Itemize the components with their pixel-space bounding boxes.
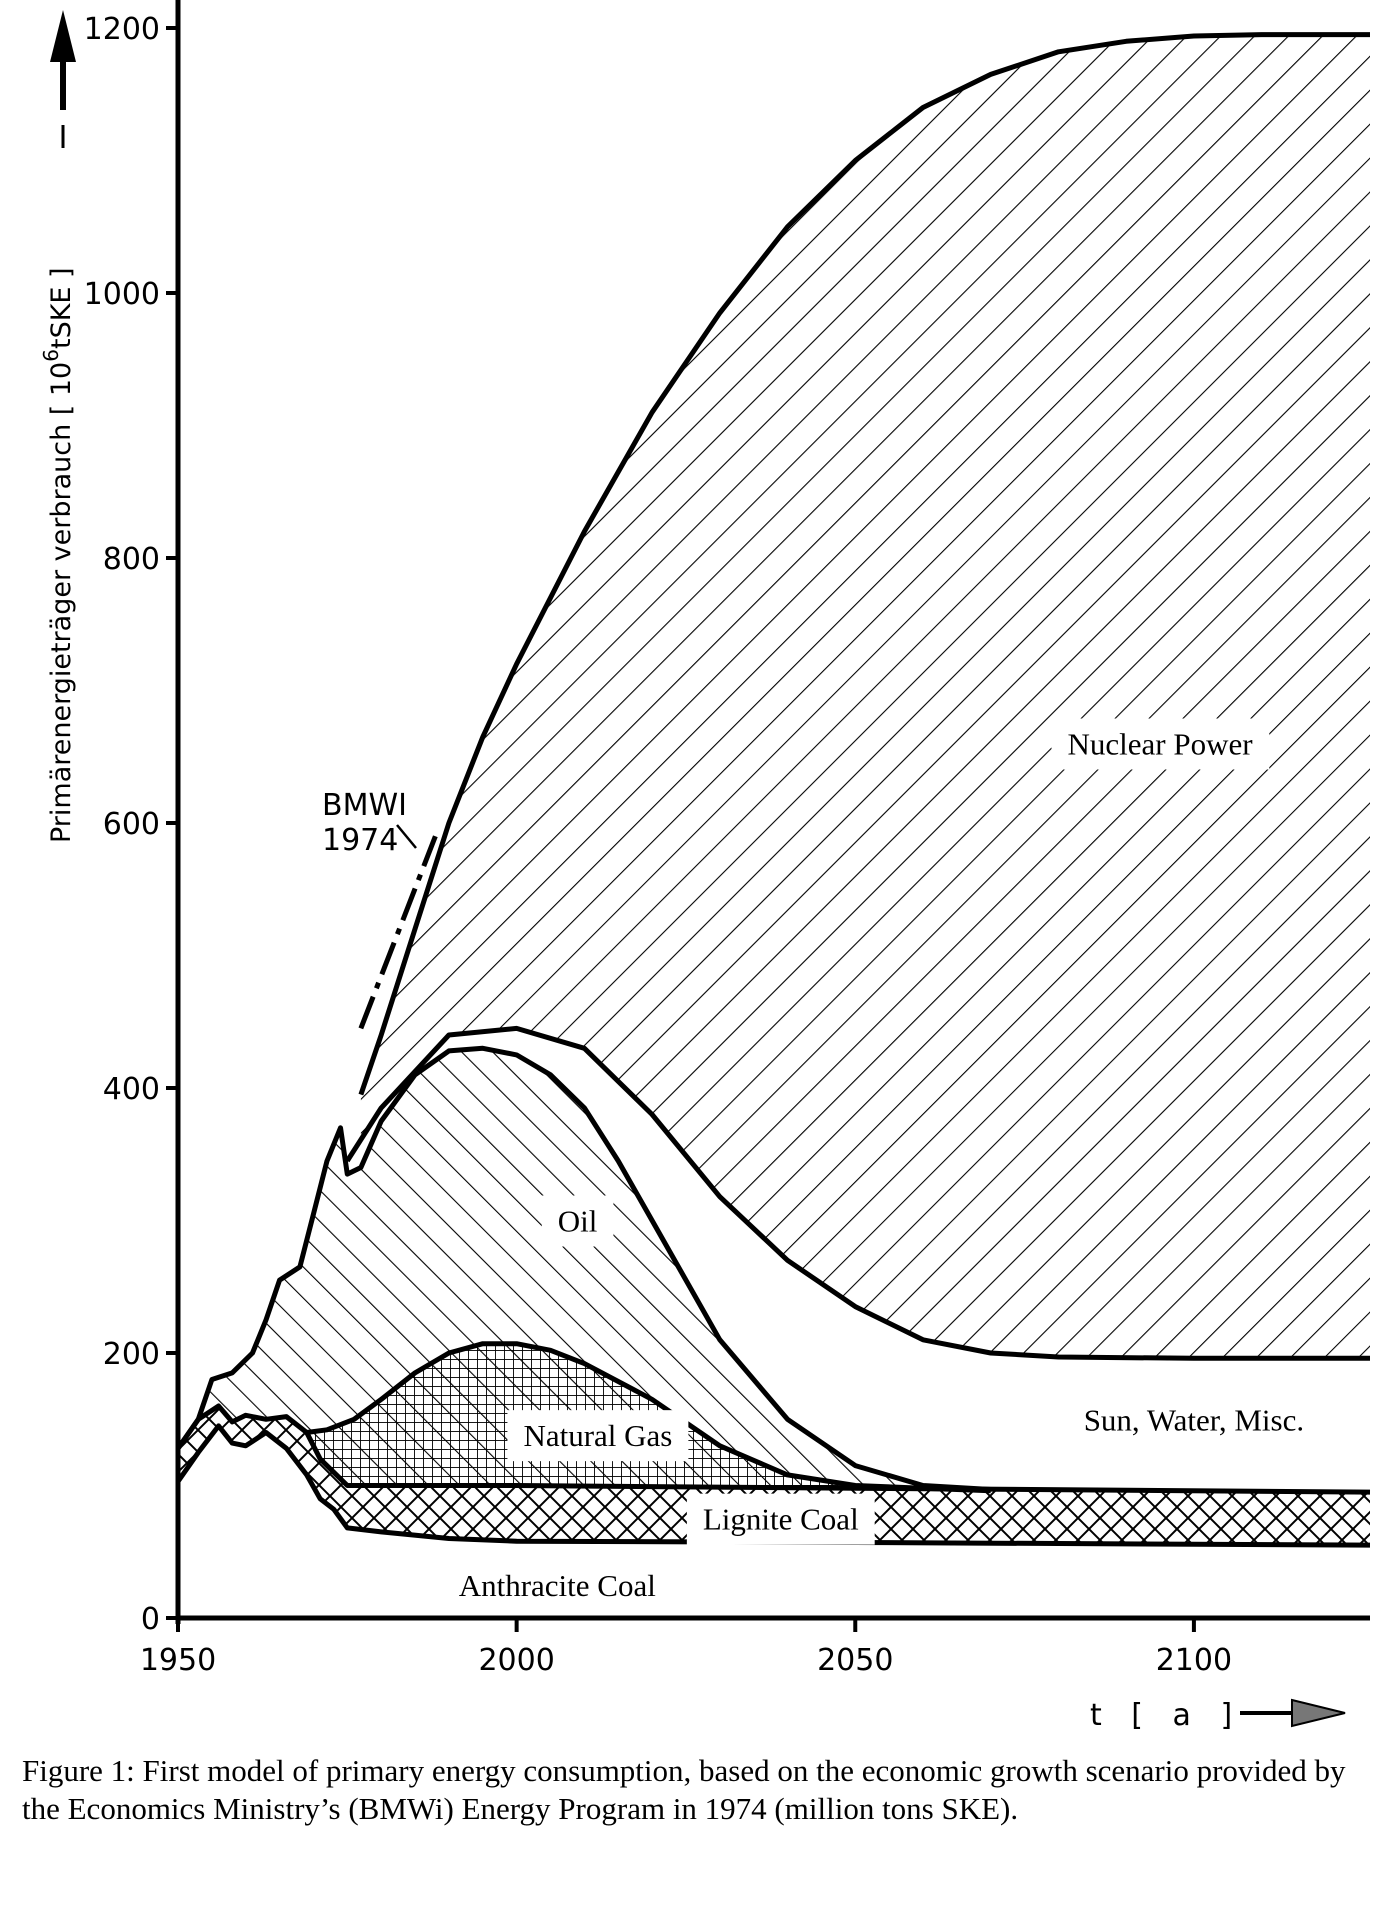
x-tick-label: 2000: [478, 1643, 554, 1678]
region-label-oil: Oil: [558, 1204, 598, 1239]
energy-chart: 0 200 400 600 800 1000 1200 1950 2000 2050 2100 Pri…: [39, 0, 1371, 1733]
y-tick-label: 1200: [84, 12, 160, 47]
y-tick-label: 200: [103, 1337, 160, 1372]
series-line-natural-gas: [306, 1341, 991, 1494]
series-line-anthracite-coal: [175, 1423, 1371, 1548]
y-tick-label: 600: [103, 807, 160, 842]
region-label-anthracite: Anthracite Coal: [459, 1568, 656, 1603]
y-tick-label: 800: [103, 542, 160, 577]
x-tick-label: 2050: [817, 1643, 893, 1678]
y-tick-label: 400: [103, 1072, 160, 1107]
series-line-nuclear-power: [358, 32, 1370, 1096]
lignite-coal-area: [178, 1406, 1370, 1546]
y-tick-label: 0: [141, 1602, 160, 1637]
oil-area: [178, 1048, 991, 1490]
axes: 0 200 400 600 800 1000 1200 1950 2000 2050 2100 Pri…: [39, 0, 1370, 1733]
x-tick-label: 1950: [140, 1643, 216, 1678]
series-line-sun-water-misc: [345, 1025, 1370, 1361]
x-axis-label: t [ a ]: [1090, 1698, 1242, 1733]
y-axis-label: Primärenergieträger verbrauch [ 106tSKE …: [39, 267, 77, 843]
boundary-curves: [175, 32, 1371, 1548]
x-axis-arrow-icon: [1291, 1698, 1346, 1728]
region-label-gas: Natural Gas: [523, 1418, 672, 1453]
region-label-nuclear: Nuclear Power: [1068, 727, 1254, 762]
y-tick-label: 1000: [84, 277, 160, 312]
bmwi-leader-line: [396, 824, 417, 849]
bmwi-year-label: 1974: [322, 823, 398, 858]
x-tick-label: 2100: [1156, 1643, 1232, 1678]
figure-caption: Figure 1: First model of primary energy …: [22, 1753, 1346, 1826]
region-label-box-gas: [507, 1410, 689, 1462]
series-line-lignite-coal: [175, 1403, 1371, 1495]
nuclear-power-area: [360, 34, 1370, 1359]
y-axis-arrow-icon: [50, 10, 76, 62]
region-label-box-nuclear: [1051, 718, 1270, 770]
region-label-lignite: Lignite Coal: [703, 1502, 859, 1537]
bmwi-dashdot-line: [358, 835, 438, 1030]
region-label-box-oil: [541, 1195, 614, 1247]
bmwi-label: BMWI: [322, 788, 407, 823]
region-label-sun: Sun, Water, Misc.: [1084, 1402, 1304, 1437]
region-labels: Nuclear Power Oil Sun, Water, Misc. Natural…: [459, 718, 1304, 1603]
series-line-oil: [175, 1045, 991, 1492]
region-label-box-lignite: [686, 1493, 875, 1545]
